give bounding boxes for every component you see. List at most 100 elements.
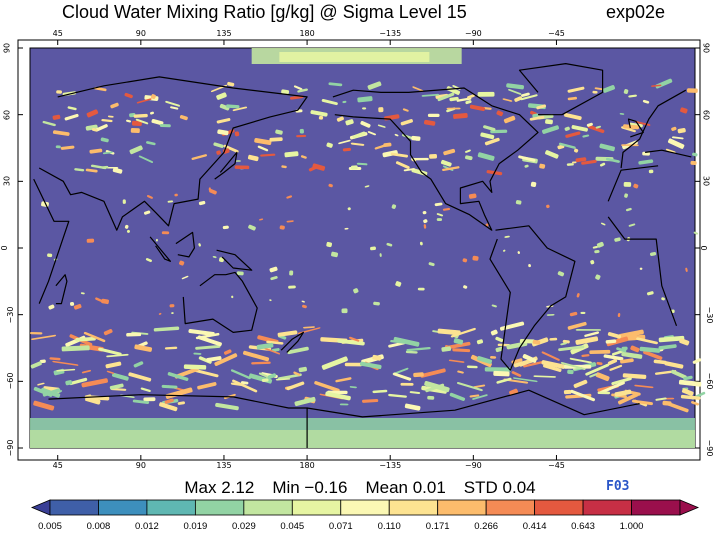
cloud-streak [607, 332, 622, 339]
cloud-streak [477, 152, 495, 161]
coastline-segment [645, 149, 692, 158]
cloud-streak [496, 377, 512, 384]
lon-tick-label: −90 [464, 29, 482, 38]
stat-std: STD 0.04 [463, 478, 536, 497]
cloud-streak [216, 150, 221, 155]
cloud-streak [219, 257, 225, 263]
stat-max: Max 2.12 [184, 478, 255, 497]
cloud-streak [457, 370, 464, 374]
coastline-segment [332, 87, 539, 231]
cloud-streak [671, 126, 677, 131]
cloud-streak [453, 112, 468, 119]
colorbar-label: 0.071 [328, 521, 353, 532]
cloud-streak [592, 245, 598, 249]
cloud-streak [170, 106, 179, 110]
cloud-streak [101, 298, 109, 305]
cloud-streak [680, 107, 688, 114]
cloud-streak [536, 104, 546, 110]
cloud-streak [261, 378, 269, 383]
cloud-streak [468, 193, 477, 199]
lon-tick-label: −45 [548, 461, 565, 470]
cloud-streak [506, 83, 525, 90]
cloud-streak [587, 124, 605, 134]
cloud-streak [49, 357, 61, 361]
cloud-streak [153, 326, 180, 332]
cloud-streak [603, 354, 624, 361]
cloud-streak [639, 267, 643, 270]
cloud-streak [394, 133, 399, 137]
cloud-streak [191, 154, 207, 160]
cloud-streak [126, 332, 142, 337]
cloud-streak [293, 371, 301, 376]
cloud-streak [664, 361, 684, 369]
cloud-streak [33, 400, 55, 411]
cloud-streak [328, 82, 343, 87]
cloud-streak [275, 129, 283, 135]
cloud-streak [585, 363, 610, 376]
colorbar-swatch [437, 499, 487, 516]
cloud-streak [646, 291, 654, 296]
cloud-streak [623, 89, 629, 94]
cloud-streak [590, 260, 595, 265]
cloud-streak [502, 98, 513, 102]
cloud-streak [103, 329, 113, 336]
cloud-streak [545, 119, 553, 125]
lat-tick-label: 0 [699, 245, 709, 251]
cloud-streak [242, 350, 270, 362]
cloud-streak [533, 375, 556, 378]
cloud-streak [624, 193, 628, 198]
coastline-segment [216, 249, 253, 271]
cloud-streak [266, 373, 277, 380]
cloud-streak [586, 122, 593, 127]
cloud-streak [288, 285, 296, 289]
colorbar-label: 0.005 [38, 521, 62, 532]
cloud-streak [155, 238, 158, 242]
cloud-streak [423, 219, 428, 224]
map-frame [17, 39, 701, 461]
cloud-streak [562, 339, 570, 344]
cloud-streak [413, 372, 424, 378]
colorbar-high-arrow [679, 499, 700, 516]
cloud-streak [231, 295, 234, 299]
cloud-streak [197, 382, 217, 390]
cloud-streak [122, 199, 126, 204]
cloud-streak [227, 81, 235, 87]
cloud-streak [480, 132, 495, 140]
cloud-streak [350, 165, 358, 170]
cloud-streak [573, 379, 588, 388]
lon-tick-label: −135 [379, 461, 402, 470]
cloud-streak [52, 114, 61, 120]
cloud-streak [135, 118, 149, 125]
cloud-streak [106, 370, 115, 374]
colorbar-swatch [243, 499, 293, 516]
cloud-streak [331, 251, 339, 258]
cloud-streak [643, 350, 663, 360]
cloud-streak [299, 128, 304, 134]
cloud-streak [326, 142, 333, 148]
cloud-streak [222, 225, 229, 230]
cloud-streak [89, 148, 103, 154]
cloud-streak [83, 331, 106, 343]
cloud-streak [198, 200, 206, 206]
cloud-streak [469, 394, 480, 398]
cloud-streak [621, 346, 628, 351]
colorbar-label: 0.012 [135, 521, 159, 532]
cloud-streak [48, 304, 55, 310]
cloud-streak [374, 143, 389, 150]
cloud-streak [321, 356, 348, 370]
cloud-streak [296, 134, 307, 138]
cloud-streak [446, 86, 461, 95]
cloud-streak [477, 91, 495, 97]
cloud-streak [308, 165, 318, 172]
cloud-streak [611, 377, 632, 386]
cloud-streak [56, 90, 62, 94]
cloud-streak [188, 329, 215, 337]
cloud-streak [449, 392, 466, 402]
cloud-streak [236, 271, 244, 276]
cloud-streak [279, 225, 285, 230]
cloud-streak [403, 168, 416, 172]
cloud-streak [449, 96, 459, 102]
cloud-streak [490, 329, 498, 336]
cloud-streak [518, 155, 536, 162]
cloud-streak [654, 370, 677, 375]
